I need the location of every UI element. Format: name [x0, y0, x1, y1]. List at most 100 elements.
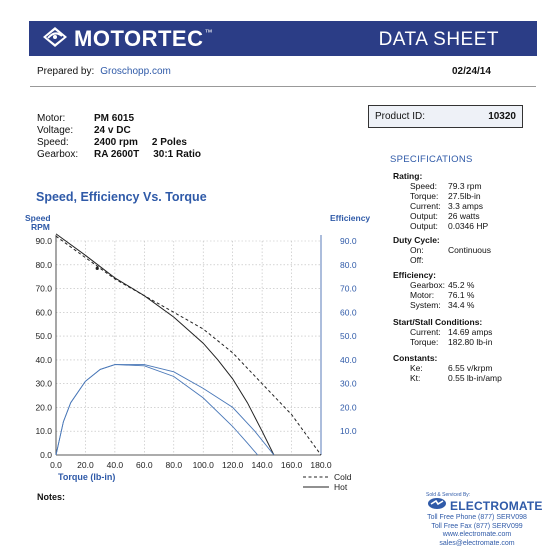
motor-info-value: 2400 rpm [94, 137, 138, 148]
brand-trademark: ™ [204, 28, 213, 37]
y-tick-label-left: 30.0 [35, 379, 52, 389]
y-tick-label-right: 30.0 [340, 379, 357, 389]
spec-key: Off: [410, 255, 424, 265]
electromate-emblem-icon [427, 497, 447, 515]
product-id-box: Product ID: 10320 [368, 105, 523, 128]
spec-start-stall: Start/Stall Conditions: Current: 14.69 am… [393, 317, 492, 347]
spec-section-heading: Duty Cycle: [393, 235, 440, 245]
motor-info-table: Motor: PM 6015 Voltage: 24 v DC Speed: 2… [37, 113, 201, 161]
website-link[interactable]: www.electromate.com [442, 531, 512, 538]
x-tick-label: 100.0 [193, 460, 215, 470]
motor-info-row: Motor: PM 6015 [37, 113, 201, 125]
x-tick-label: 0.0 [50, 460, 62, 470]
spec-key: Output: [410, 211, 438, 221]
x-tick-label: 140.0 [251, 460, 273, 470]
spec-section-heading: Efficiency: [393, 270, 436, 280]
y-axis-label-speed: Speed [25, 213, 51, 223]
x-tick-label: 20.0 [77, 460, 94, 470]
motor-info-key: Speed: [37, 137, 69, 148]
distributor-contact: Toll Free Phone (877) SERV098 Toll Free … [420, 514, 534, 548]
spec-row: Kt: 0.55 lb-in/amp [393, 373, 502, 383]
spec-value: 34.4 % [448, 300, 475, 310]
motor-info-value: RA 2600T [94, 149, 140, 160]
x-tick-label: 120.0 [222, 460, 244, 470]
motor-info-row: Speed: 2400 rpm 2 Poles [37, 137, 201, 149]
legend-label-cold: Cold [334, 472, 352, 482]
speed-efficiency-torque-chart: 0.0 20.0 40.0 60.0 80.0 100.0 120.0 140.0 160.0 1… [25, 213, 370, 492]
spec-row: Ke: 6.55 v/krpm [393, 363, 502, 373]
email-link[interactable]: sales@electromate.com [439, 539, 515, 547]
spec-row: Output: 0.0346 HP [393, 221, 488, 231]
spec-row: Torque: 182.80 lb-in [393, 337, 492, 347]
spec-value: 45.2 % [448, 280, 475, 290]
y-axis-label-rpm: RPM [31, 222, 50, 232]
spec-key: Gearbox: [410, 280, 445, 290]
spec-section-heading: Start/Stall Conditions: [393, 317, 483, 327]
spec-key: Ke: [410, 363, 423, 373]
spec-row: Torque: 27.5lb-in [393, 191, 488, 201]
chart-title: Speed, Efficiency Vs. Torque [36, 190, 207, 204]
y-tick-label-left: 90.0 [35, 236, 52, 246]
specifications-heading: SPECIFICATIONS [390, 154, 473, 165]
spec-row: Current: 3.3 amps [393, 201, 488, 211]
spec-row: Output: 26 watts [393, 211, 488, 221]
spec-key: Output: [410, 221, 438, 231]
motor-info-value: 24 v DC [94, 125, 131, 136]
spec-value: 3.3 amps [448, 201, 483, 211]
y-tick-label-left: 50.0 [35, 331, 52, 341]
brand-logo: MOTORTEC ™ [42, 24, 212, 54]
y-tick-label-left: 40.0 [35, 355, 52, 365]
legend-label-hot: Hot [334, 482, 348, 492]
rating-point-marker [95, 266, 99, 270]
sold-by-label: Sold & Serviced By: [426, 492, 471, 498]
motor-info-extra: 2 Poles [151, 137, 187, 148]
notes-label: Notes: [37, 492, 66, 502]
spec-value: 76.1 % [448, 290, 475, 300]
prepared-by-label: Prepared by: [37, 66, 95, 77]
series-speed-cold-line [55, 235, 322, 456]
product-id-label: Product ID: [375, 111, 426, 122]
spec-value: 182.80 lb-in [448, 337, 493, 347]
motor-info-key: Voltage: [37, 125, 74, 136]
prepared-by: Prepared by: Groschopp.com [37, 66, 171, 77]
y-tick-label-right: 80.0 [340, 260, 357, 270]
header-divider [30, 86, 536, 87]
spec-section-heading: Constants: [393, 353, 438, 363]
spec-value: 14.69 amps [448, 327, 493, 337]
y-tick-label-left: 70.0 [35, 284, 52, 294]
spec-constants: Constants: Ke: 6.55 v/krpm Kt: 0.55 lb-in/… [393, 353, 502, 383]
prepared-by-link[interactable]: Groschopp.com [100, 66, 171, 77]
toll-free-phone: Toll Free Phone (877) SERV098 [427, 514, 527, 521]
y-tick-label-right: 10.0 [340, 426, 357, 436]
electromate-logo: ELECTROMATE [427, 497, 543, 515]
spec-key: Torque: [410, 337, 439, 347]
spec-key: System: [410, 300, 441, 310]
motor-info-extra: 30:1 Ratio [153, 149, 202, 160]
y-tick-label-right: 40.0 [340, 355, 357, 365]
spec-row: On: Continuous [393, 245, 491, 255]
document-date: 02/24/14 [452, 66, 491, 77]
x-tick-label: 180.0 [310, 460, 332, 470]
series-speed-hot-line [55, 233, 275, 456]
spec-row: Motor: 76.1 % [393, 290, 474, 300]
toll-free-fax: Toll Free Fax (877) SERV099 [431, 522, 523, 530]
spec-key: Current: [410, 201, 441, 211]
y-tick-label-right: 20.0 [340, 402, 357, 412]
brand-name: MOTORTEC [74, 26, 204, 51]
y-axis-label-efficiency: Efficiency [330, 213, 370, 223]
spec-key: On: [410, 245, 424, 255]
spec-value: Continuous [448, 245, 492, 255]
motor-info-row: Voltage: 24 v DC [37, 125, 201, 137]
spec-row: Gearbox: 45.2 % [393, 280, 474, 290]
spec-value: 27.5lb-in [448, 191, 481, 201]
y-tick-label-right: 60.0 [340, 307, 357, 317]
spec-value: 6.55 v/krpm [448, 363, 493, 373]
spec-section-heading: Rating: [393, 171, 423, 181]
y-tick-label-left: 0.0 [40, 450, 52, 460]
spec-row: System: 34.4 % [393, 300, 474, 310]
x-tick-label: 80.0 [166, 460, 183, 470]
header-banner [29, 21, 537, 56]
x-tick-label: 160.0 [281, 460, 303, 470]
series-efficiency-hot-line [55, 364, 259, 456]
y-tick-label-right: 50.0 [340, 331, 357, 341]
